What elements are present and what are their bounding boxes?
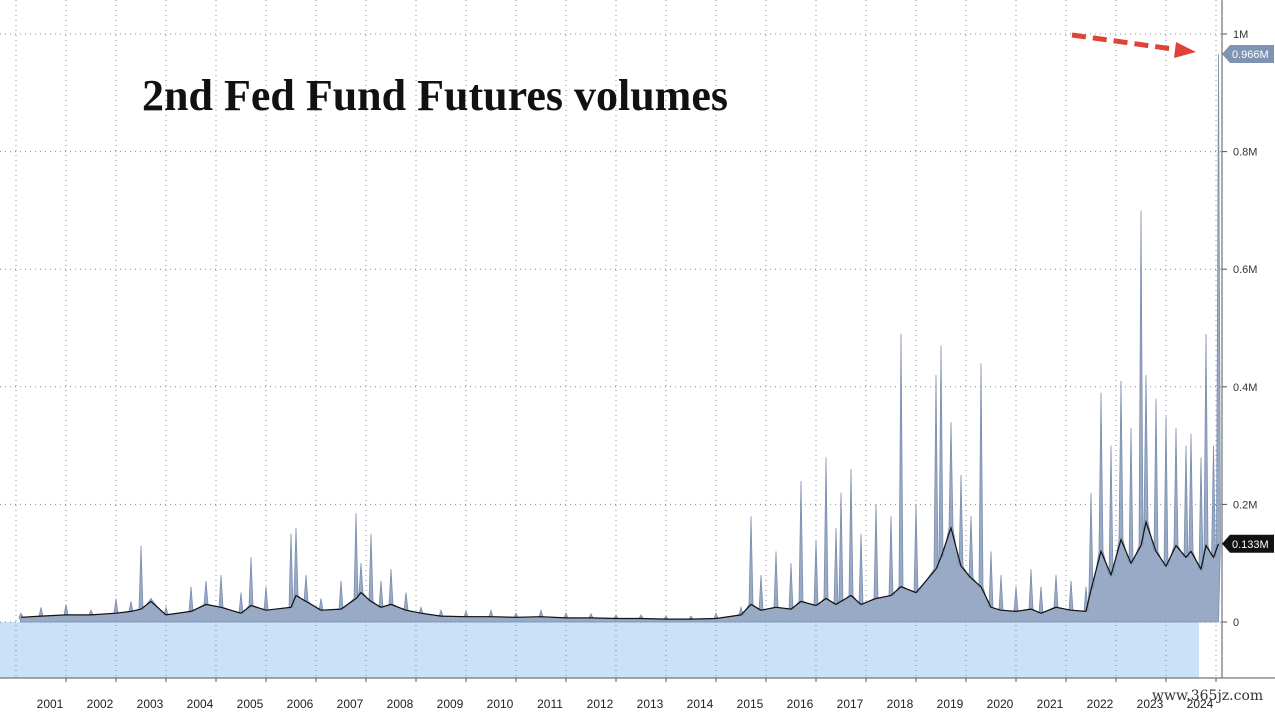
x-tick-label: 2014 bbox=[687, 697, 714, 710]
x-tick-label: 2007 bbox=[337, 697, 364, 710]
x-tick-label: 2021 bbox=[1037, 697, 1064, 710]
x-tick-label: 2017 bbox=[837, 697, 864, 710]
volume-area bbox=[18, 53, 1221, 623]
chart-title: 2nd Fed Fund Futures volumes bbox=[142, 71, 728, 120]
x-tick-label: 2024 bbox=[1187, 697, 1214, 710]
x-tick-label: 2001 bbox=[37, 697, 64, 710]
last-value-badge-average: 0.133M bbox=[1222, 534, 1274, 553]
x-tick-label: 2008 bbox=[387, 697, 414, 710]
red-arrow-head bbox=[1174, 42, 1196, 58]
x-tick-label: 2013 bbox=[637, 697, 664, 710]
x-tick-label: 2018 bbox=[887, 697, 914, 710]
average-line bbox=[20, 519, 1220, 620]
last-value-badge-average-shape bbox=[1222, 534, 1274, 553]
x-tick-label: 2022 bbox=[1087, 697, 1114, 710]
below-zero-fill bbox=[0, 622, 1199, 678]
x-tick-label: 2012 bbox=[587, 697, 614, 710]
x-tick-label: 2004 bbox=[187, 697, 214, 710]
x-tick-label: 2003 bbox=[137, 697, 164, 710]
y-tick-label: 0.8M bbox=[1233, 147, 1257, 159]
y-tick-label: 1M bbox=[1233, 29, 1248, 41]
x-tick-layer: 2001 2002 2003 2004 2005 2006 2007 2008 2009 2010… bbox=[37, 678, 1217, 711]
last-value-badge-average-text: 0.133M bbox=[1232, 539, 1269, 551]
y-tick-label: 0 bbox=[1233, 617, 1239, 629]
series-layer bbox=[18, 53, 1221, 623]
background-layer bbox=[0, 622, 1199, 678]
watermark-text: www.365jz.com bbox=[1152, 688, 1263, 704]
x-tick-label: 2019 bbox=[937, 697, 964, 710]
x-tick-label: 2011 bbox=[537, 697, 563, 710]
x-tick-label: 2009 bbox=[437, 697, 464, 710]
red-arrow-shaft bbox=[1071, 32, 1181, 53]
y-tick-label: 0.4M bbox=[1233, 382, 1257, 394]
x-tick-label: 2002 bbox=[87, 697, 114, 710]
last-value-badge-volume: 0.966M bbox=[1222, 44, 1274, 63]
x-tick-label: 2010 bbox=[487, 697, 514, 710]
x-tick-label: 2020 bbox=[987, 697, 1014, 710]
y-tick-label: 0.2M bbox=[1233, 499, 1257, 511]
x-tick-label: 2015 bbox=[737, 697, 764, 710]
axis-layer bbox=[0, 0, 1275, 679]
x-tick-label: 2016 bbox=[787, 697, 814, 710]
x-tick-label: 2005 bbox=[237, 697, 264, 710]
annotation-layer: 0.966M 0.133M bbox=[1071, 32, 1274, 553]
y-tick-label: 0.6M bbox=[1233, 264, 1257, 276]
last-value-badge-volume-shape bbox=[1222, 44, 1274, 63]
x-tick-label: 2023 bbox=[1137, 697, 1164, 710]
x-tick-label: 2006 bbox=[287, 697, 314, 710]
y-tick-layer: 0 0.2M 0.4M 0.6M 0.8M 1M bbox=[1222, 29, 1257, 629]
last-value-badge-volume-text: 0.966M bbox=[1232, 49, 1269, 61]
